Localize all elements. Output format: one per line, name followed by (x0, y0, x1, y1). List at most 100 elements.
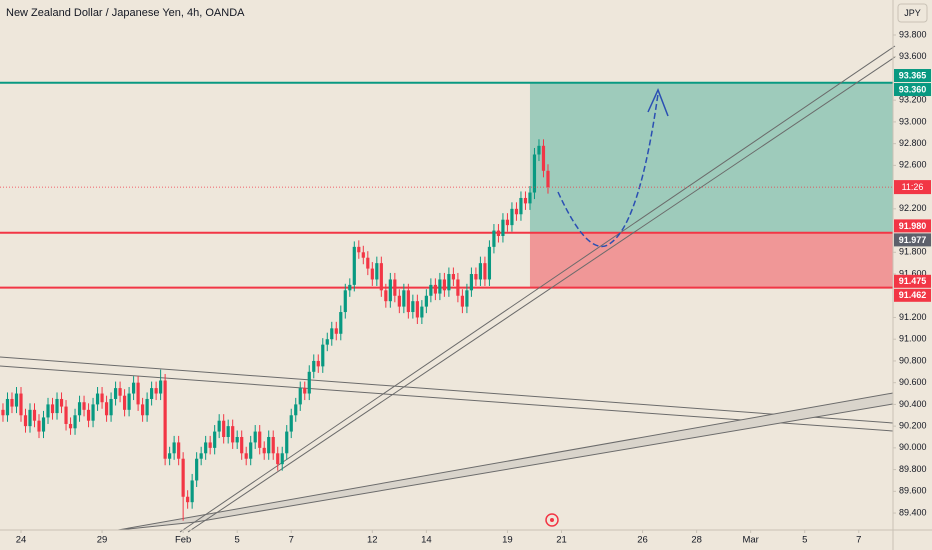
x-tick-label: Mar (742, 535, 758, 546)
candle-body (483, 263, 487, 280)
candle-body (217, 420, 221, 432)
candle-body (222, 420, 226, 437)
candle-body (163, 380, 167, 459)
axes: 89.400 89.600 89.800 90.000 90.200 90.400 90.6… (16, 29, 931, 546)
candle-body (262, 447, 266, 454)
x-tick-label: 14 (421, 535, 432, 546)
overlay (0, 88, 893, 527)
candle-body (113, 388, 118, 399)
candle-body (131, 382, 136, 394)
candle-body (447, 274, 451, 291)
candle-body (375, 263, 379, 280)
candle-body (104, 402, 109, 416)
candle-body (334, 328, 338, 334)
candle-body (5, 398, 10, 416)
candle-body (352, 246, 356, 285)
candle-body (492, 230, 496, 247)
candle-body (474, 274, 478, 280)
price-label-box (894, 219, 931, 233)
candle-body (118, 388, 122, 396)
candle-body (100, 393, 104, 403)
candle-body (91, 404, 95, 421)
candle-body (199, 453, 203, 459)
x-tick-label: 5 (235, 535, 240, 546)
candle-body (357, 246, 361, 253)
candle-body (465, 290, 469, 307)
y-tick-label: 91.200 (899, 312, 927, 322)
candle-body (496, 230, 501, 236)
x-tick-label: 7 (289, 535, 294, 546)
candle-body (294, 404, 298, 416)
candle-body (388, 279, 392, 302)
candle-body (501, 219, 505, 236)
candle-body (122, 395, 127, 410)
candle-body (370, 268, 374, 280)
countdown-label: 11:26 (902, 182, 924, 192)
candle-body (528, 192, 532, 204)
candle-body (41, 417, 46, 432)
y-tick-label: 93.200 (899, 95, 927, 105)
price-label: 91.475 (899, 276, 927, 286)
candle-body (213, 431, 217, 448)
candle-body (195, 458, 199, 481)
y-tick-label: 89.400 (899, 507, 927, 517)
candle-body (541, 145, 546, 171)
candle-body (330, 328, 334, 340)
candle-body (253, 431, 257, 443)
candle-body (244, 453, 248, 459)
candle-body (442, 279, 446, 291)
candle-body (235, 436, 239, 443)
candle-body (46, 404, 50, 418)
currency-label: JPY (904, 8, 921, 18)
price-label-box (894, 233, 931, 247)
candle-body (397, 295, 401, 307)
price-label: 91.980 (899, 221, 927, 231)
candle-body (429, 284, 433, 296)
candle-body (68, 423, 73, 429)
y-tick-label: 90.600 (899, 377, 927, 387)
candle-body (19, 393, 23, 416)
x-tick-label: 24 (16, 535, 27, 546)
candle-body (1, 409, 5, 416)
candle-body (77, 402, 82, 416)
candle-body (460, 295, 464, 307)
candle-body (150, 388, 154, 399)
price-label: 91.462 (899, 290, 927, 300)
x-tick-label: 29 (97, 535, 108, 546)
x-tick-label: 12 (367, 535, 378, 546)
y-tick-label: 92.800 (899, 138, 927, 148)
candle-body (37, 420, 41, 432)
candle-body (141, 404, 145, 416)
candle-body (415, 301, 419, 318)
candle-body (82, 402, 86, 410)
candle-body (181, 458, 185, 497)
y-tick-label: 89.800 (899, 464, 927, 474)
candle-body (469, 274, 474, 291)
candle-body (127, 393, 131, 410)
candle-body (240, 436, 244, 454)
candle-body (172, 442, 176, 454)
candle-body (145, 398, 149, 416)
candle-body (186, 496, 190, 503)
candle-body (276, 453, 280, 465)
candle-body (316, 360, 320, 367)
candle-body (456, 279, 460, 296)
candle-body (411, 301, 415, 313)
y-tick-label: 90.800 (899, 355, 927, 365)
candle-body (32, 409, 37, 421)
y-tick-label: 92.200 (899, 203, 927, 213)
candle-body (546, 170, 550, 188)
event-icon-dot (550, 518, 554, 522)
x-tick-label: Feb (175, 535, 191, 546)
y-tick-label: 93.000 (899, 116, 927, 126)
y-tick-label: 90.400 (899, 399, 927, 409)
candle-body (168, 453, 172, 459)
event-icon[interactable] (545, 513, 559, 527)
candle-body (177, 442, 181, 459)
currency-button[interactable] (897, 3, 928, 23)
arrow-head (647, 88, 669, 117)
candle-body (537, 145, 541, 155)
